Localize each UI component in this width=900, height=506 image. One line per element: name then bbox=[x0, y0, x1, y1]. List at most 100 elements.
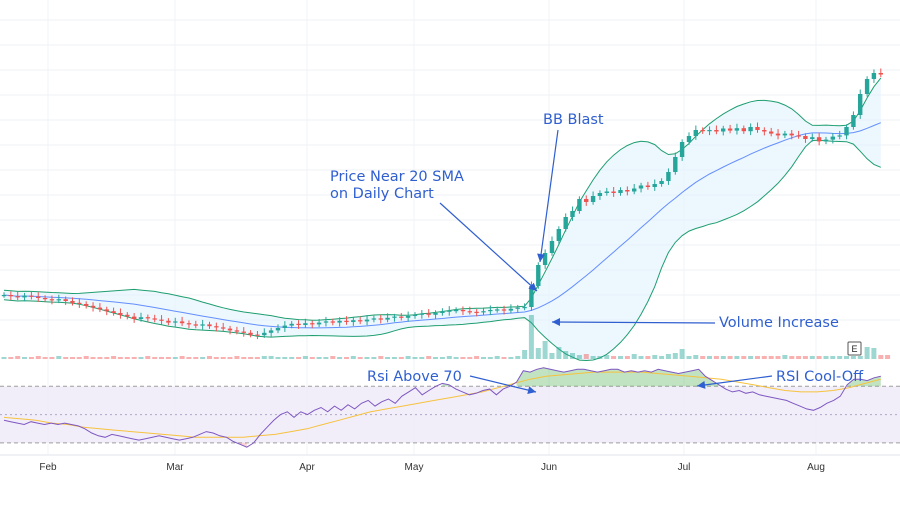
candle-body bbox=[871, 73, 877, 79]
candle bbox=[227, 325, 233, 335]
candle-body bbox=[8, 295, 13, 297]
candle-body bbox=[77, 302, 82, 304]
volume-bar bbox=[556, 347, 562, 359]
candle bbox=[268, 327, 274, 337]
candle bbox=[652, 179, 657, 191]
candle bbox=[214, 322, 219, 332]
candle-body bbox=[364, 319, 370, 322]
candle bbox=[693, 125, 698, 140]
candle-body bbox=[262, 332, 267, 336]
candle-body bbox=[755, 127, 760, 130]
candle-body bbox=[878, 73, 883, 75]
candle-body bbox=[248, 332, 253, 335]
candle-body bbox=[707, 130, 712, 132]
candle bbox=[666, 168, 671, 185]
volume-bar bbox=[453, 357, 459, 359]
candle bbox=[316, 319, 322, 328]
volume-bar bbox=[330, 356, 336, 359]
volume-bar bbox=[63, 357, 69, 359]
volume-bar bbox=[179, 356, 185, 359]
candle bbox=[173, 317, 178, 327]
volume-bar bbox=[207, 356, 212, 359]
candle bbox=[700, 127, 705, 134]
volume-bar bbox=[282, 357, 288, 359]
candle-body bbox=[673, 157, 678, 172]
candle-body bbox=[268, 330, 274, 333]
candle bbox=[584, 195, 589, 206]
band-fill bbox=[4, 78, 881, 361]
volume-bar bbox=[576, 355, 582, 359]
volume-bar bbox=[111, 356, 117, 359]
volume-bar bbox=[563, 351, 569, 359]
candle-body bbox=[221, 327, 226, 329]
candle bbox=[803, 133, 808, 143]
volume-bar bbox=[316, 357, 322, 359]
candle bbox=[358, 316, 363, 325]
volume-bar bbox=[844, 356, 849, 359]
candle bbox=[77, 298, 82, 308]
candle bbox=[200, 319, 205, 330]
volume-bar bbox=[549, 353, 555, 359]
candle bbox=[104, 306, 109, 316]
candle-body bbox=[310, 323, 315, 325]
volume-bar bbox=[528, 315, 534, 359]
volume-bar bbox=[254, 357, 260, 359]
annotation-arrows bbox=[439, 129, 773, 394]
candle-body bbox=[666, 172, 671, 181]
volume-bar bbox=[809, 356, 815, 359]
candle bbox=[810, 133, 815, 142]
volume-bar bbox=[159, 357, 164, 359]
candle-body bbox=[810, 137, 815, 139]
candle bbox=[590, 191, 596, 205]
candle bbox=[371, 315, 377, 323]
volume-bar bbox=[364, 357, 370, 359]
candle-body bbox=[460, 310, 466, 312]
volume-bar bbox=[761, 356, 767, 359]
volume-bar bbox=[398, 357, 404, 359]
candle-body bbox=[351, 320, 356, 322]
candle bbox=[830, 133, 835, 144]
volume-bar bbox=[802, 356, 808, 359]
earnings-badge[interactable]: E bbox=[847, 341, 862, 356]
volume-bar bbox=[344, 357, 349, 359]
candle-body bbox=[679, 142, 685, 157]
candle-body bbox=[152, 318, 157, 320]
candle bbox=[453, 307, 459, 314]
candle bbox=[577, 196, 582, 214]
volume-bar bbox=[124, 357, 130, 359]
candle bbox=[769, 127, 774, 137]
candle bbox=[385, 313, 390, 323]
candle-body bbox=[358, 320, 363, 322]
candle-body bbox=[316, 322, 322, 325]
volume-bar bbox=[323, 357, 329, 359]
candle bbox=[686, 132, 692, 145]
candle bbox=[844, 124, 849, 140]
annotation-arrow-line bbox=[439, 202, 538, 292]
x-tick-label: Apr bbox=[299, 462, 315, 473]
volume-bar bbox=[686, 356, 692, 359]
volume-bar bbox=[213, 357, 219, 359]
candle-body bbox=[378, 318, 383, 320]
candle-body bbox=[433, 313, 438, 315]
candle bbox=[645, 181, 651, 190]
candle-body bbox=[467, 311, 472, 313]
volume-bar bbox=[22, 357, 27, 359]
candle-body bbox=[803, 136, 808, 139]
candle-body bbox=[132, 316, 137, 319]
candle-body bbox=[323, 321, 329, 323]
volume-bar bbox=[837, 356, 843, 359]
candle-body bbox=[549, 241, 555, 253]
candle-body bbox=[56, 299, 61, 301]
candle bbox=[714, 125, 719, 135]
candle bbox=[207, 321, 212, 329]
candle bbox=[782, 130, 788, 139]
volume-bar bbox=[227, 357, 233, 359]
candle-body bbox=[748, 127, 753, 132]
candle bbox=[145, 314, 151, 323]
volume-bar bbox=[70, 357, 75, 359]
candle-body bbox=[700, 130, 705, 132]
volume-bar bbox=[350, 356, 356, 359]
candle bbox=[118, 308, 123, 319]
candle-body bbox=[762, 130, 767, 132]
candle bbox=[344, 316, 349, 325]
